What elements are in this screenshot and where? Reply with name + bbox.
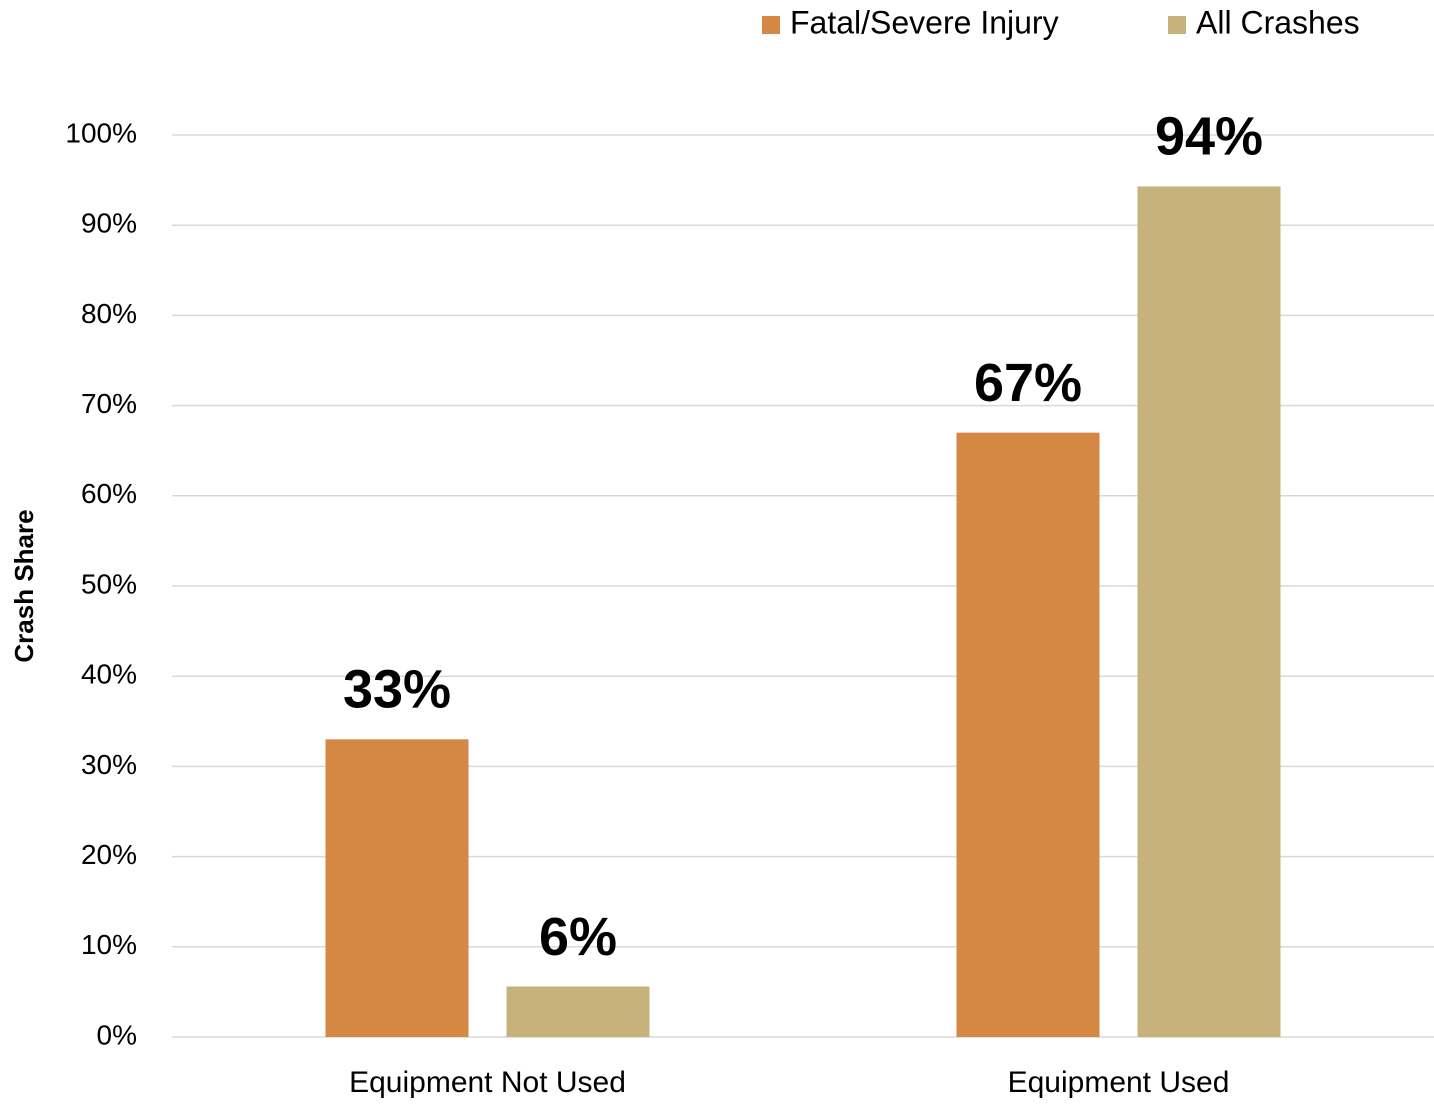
bar — [506, 986, 650, 1037]
value-label: 6% — [539, 907, 617, 967]
y-tick-label: 70% — [81, 388, 137, 419]
y-tick-label: 50% — [81, 568, 137, 599]
y-tick-label: 100% — [65, 117, 137, 148]
bar — [1137, 186, 1281, 1037]
legend-label: All Crashes — [1196, 4, 1360, 40]
y-tick-label: 40% — [81, 659, 137, 690]
x-tick-label: Equipment Not Used — [349, 1066, 626, 1099]
bar — [325, 739, 469, 1037]
value-label: 33% — [343, 660, 451, 720]
legend-label: Fatal/Severe Injury — [790, 4, 1059, 40]
y-tick-label: 20% — [81, 839, 137, 870]
bar — [956, 432, 1100, 1037]
value-label: 67% — [974, 353, 1082, 413]
y-tick-label: 10% — [81, 929, 137, 960]
y-tick-label: 0% — [97, 1019, 137, 1050]
y-tick-label: 30% — [81, 749, 137, 780]
value-label: 94% — [1155, 107, 1263, 167]
y-tick-label: 60% — [81, 478, 137, 509]
y-axis-label: Crash Share — [9, 509, 39, 662]
legend-swatch — [762, 16, 780, 34]
y-tick-label: 90% — [81, 208, 137, 239]
y-tick-label: 80% — [81, 298, 137, 329]
x-tick-label: Equipment Used — [1008, 1066, 1230, 1099]
legend-swatch — [1168, 16, 1186, 34]
